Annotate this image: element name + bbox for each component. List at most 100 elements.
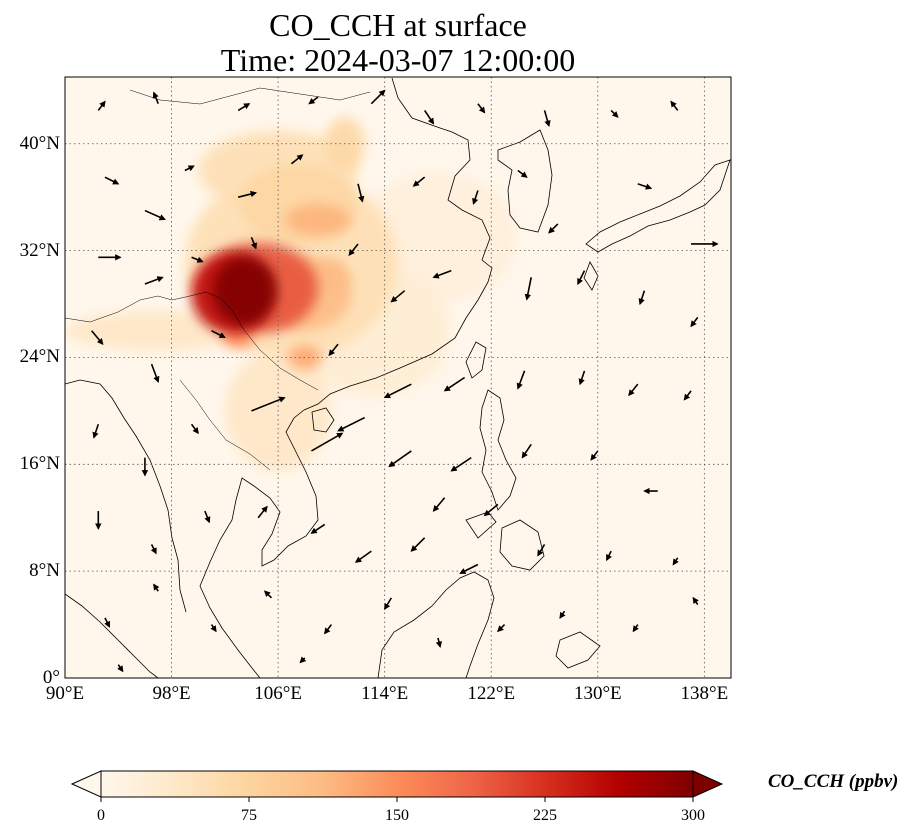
wind-arrow — [690, 316, 699, 328]
x-tick-label: 106°E — [254, 683, 302, 704]
x-tick-label: 90°E — [45, 683, 85, 704]
wind-arrow — [610, 109, 619, 118]
wind-arrow — [637, 183, 653, 190]
colorbar — [70, 770, 724, 802]
wind-arrow — [191, 256, 204, 263]
wind-arrow — [577, 270, 586, 286]
wind-arrow — [348, 243, 359, 256]
wind-arrow — [578, 370, 586, 386]
colorbar-tick-label: 300 — [681, 807, 705, 824]
x-tick-label: 114°E — [361, 683, 409, 704]
wind-arrow — [91, 330, 104, 345]
wind-arrow — [299, 656, 307, 664]
wind-arrow — [354, 550, 372, 563]
wind-arrow — [543, 110, 551, 128]
wind-arrow — [521, 443, 532, 459]
wind-arrow — [477, 103, 486, 114]
x-tick-label: 98°E — [152, 683, 191, 704]
coastline-mindanao — [499, 519, 545, 571]
wind-arrow — [104, 617, 111, 628]
wind-arrow — [257, 505, 268, 519]
map-frame — [64, 76, 732, 679]
wind-arrow — [150, 363, 160, 383]
x-tick-label: 130°E — [573, 683, 622, 704]
wind-arrow — [483, 503, 499, 517]
wind-arrow — [443, 376, 466, 392]
wind-arrow — [150, 544, 157, 555]
coastline-bay-of-bengal — [65, 379, 187, 613]
wind-arrow — [670, 100, 679, 111]
wind-arrow — [672, 557, 679, 566]
wind-arrow — [184, 165, 195, 172]
wind-arrow — [410, 537, 426, 552]
y-tick-label: 40°N — [19, 132, 60, 154]
colorbar-ticks — [100, 797, 694, 802]
wind-arrow — [450, 456, 472, 472]
wind-arrow — [432, 269, 452, 279]
colorbar-tick-label: 75 — [241, 807, 257, 824]
wind-arrow — [290, 154, 304, 165]
wind-arrow — [383, 383, 412, 399]
y-tick-label: 0° — [42, 667, 60, 688]
wind-arrow — [117, 664, 124, 673]
wind-arrow — [144, 209, 166, 221]
wind-arrow — [152, 91, 159, 105]
x-tick-label: 122°E — [467, 683, 516, 704]
wind-arrow — [211, 330, 226, 339]
wind-arrow — [559, 610, 566, 619]
wind-arrow — [692, 596, 699, 605]
wind-arrow — [628, 383, 639, 397]
wind-arrow — [104, 176, 120, 185]
wind-arrow — [384, 597, 393, 610]
y-tick-label: 8°N — [29, 560, 60, 582]
map-plot-area — [64, 76, 732, 679]
wind-arrow — [524, 277, 532, 301]
x-tick-label: 138°E — [680, 683, 729, 704]
wind-arrow — [190, 423, 199, 435]
map-title: CO_CCH at surface — [269, 7, 527, 43]
wind-arrow — [324, 624, 333, 635]
coastline-indochina — [199, 409, 319, 678]
wind-arrow — [153, 583, 160, 592]
coastline-kyushu — [583, 261, 599, 291]
wind-arrow — [516, 370, 526, 390]
y-tick-label: 16°N — [19, 453, 60, 475]
colorbar-tick-label: 150 — [385, 807, 409, 824]
wind-arrow — [432, 497, 446, 512]
wind-arrow — [210, 624, 217, 633]
wind-arrow — [144, 276, 164, 285]
coastline-china — [303, 77, 493, 411]
coastline-japan — [585, 159, 731, 253]
wind-arrow — [388, 450, 412, 468]
coastline-luzon — [479, 389, 517, 511]
y-tick-label: 32°N — [19, 239, 60, 261]
wind-arrow — [237, 190, 258, 198]
wind-arrow — [310, 523, 326, 534]
border-mongolia — [129, 87, 371, 105]
colorbar-extend-min — [70, 770, 102, 798]
wind-arrow — [548, 223, 559, 234]
wind-arrow — [328, 343, 339, 357]
coastline-borneo — [377, 571, 495, 678]
coastline-sumatra — [65, 593, 159, 678]
wind-arrow — [92, 423, 100, 439]
coastline-hainan — [311, 407, 335, 433]
colorbar-bar — [100, 770, 694, 798]
wind-arrow — [263, 590, 273, 599]
coastline-visayas — [465, 511, 497, 539]
colorbar-extend-max — [692, 770, 724, 798]
wind-arrow — [357, 183, 365, 203]
coastlines — [65, 77, 731, 678]
colorbar-tick-label: 0 — [97, 807, 105, 824]
wind-arrow — [412, 176, 426, 187]
colorbar-tick-label: 225 — [533, 807, 557, 824]
wind-arrow — [423, 109, 435, 125]
wind-arrow — [435, 637, 443, 648]
border-indochina — [179, 379, 271, 471]
wind-arrow — [683, 390, 692, 401]
wind-arrow — [459, 563, 479, 574]
y-tick-label: 24°N — [19, 346, 60, 368]
wind-arrow — [537, 544, 546, 557]
coastline-taiwan — [465, 341, 487, 379]
